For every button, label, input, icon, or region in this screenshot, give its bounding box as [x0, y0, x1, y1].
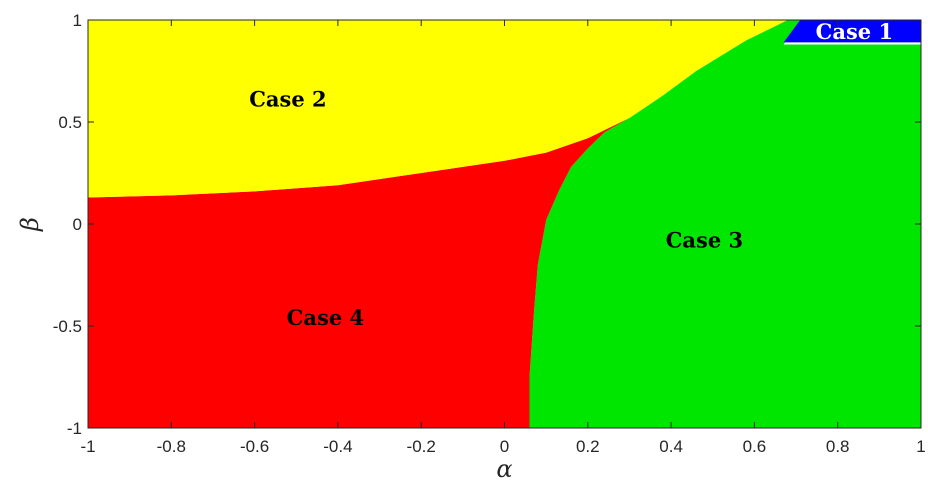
x-tick-label: 0 [500, 437, 509, 456]
label-case-3: Case 3 [666, 227, 743, 252]
x-axis-label: α [496, 455, 512, 483]
label-case-2: Case 2 [249, 87, 326, 112]
case-labels: Case 1 Case 2 Case 3 Case 4 [249, 19, 893, 330]
y-tick-label: 0 [73, 215, 82, 234]
y-axis-label: β [16, 217, 44, 232]
x-tick-label: 0.8 [826, 437, 850, 456]
region-case-1 [783, 20, 921, 43]
region-case-4 [88, 117, 630, 429]
case-regions [88, 20, 921, 429]
y-tick-label: 0.5 [58, 113, 82, 132]
x-tick-label: -0.6 [240, 437, 269, 456]
x-tick-label: -0.8 [157, 437, 186, 456]
label-case-1: Case 1 [816, 19, 893, 44]
y-tick-label: -1 [67, 419, 82, 438]
region-case-2 [88, 20, 788, 198]
x-tick-label: 0.6 [743, 437, 767, 456]
y-tick-label: 1 [73, 11, 82, 30]
x-ticks: -1 -0.8 -0.6 -0.4 -0.2 0 0.2 0.4 0.6 0.8 1 [80, 20, 926, 456]
x-tick-label: 0.2 [576, 437, 600, 456]
x-tick-label: -0.4 [323, 437, 352, 456]
region-case-3 [529, 20, 921, 428]
y-tick-label: -0.5 [53, 317, 82, 336]
x-tick-label: 0.4 [659, 437, 683, 456]
y-ticks: -1 -0.5 0 0.5 1 [53, 11, 921, 438]
x-tick-label: -0.2 [407, 437, 436, 456]
label-case-4: Case 4 [287, 305, 364, 330]
x-tick-label: -1 [80, 437, 95, 456]
x-tick-label: 1 [916, 437, 925, 456]
